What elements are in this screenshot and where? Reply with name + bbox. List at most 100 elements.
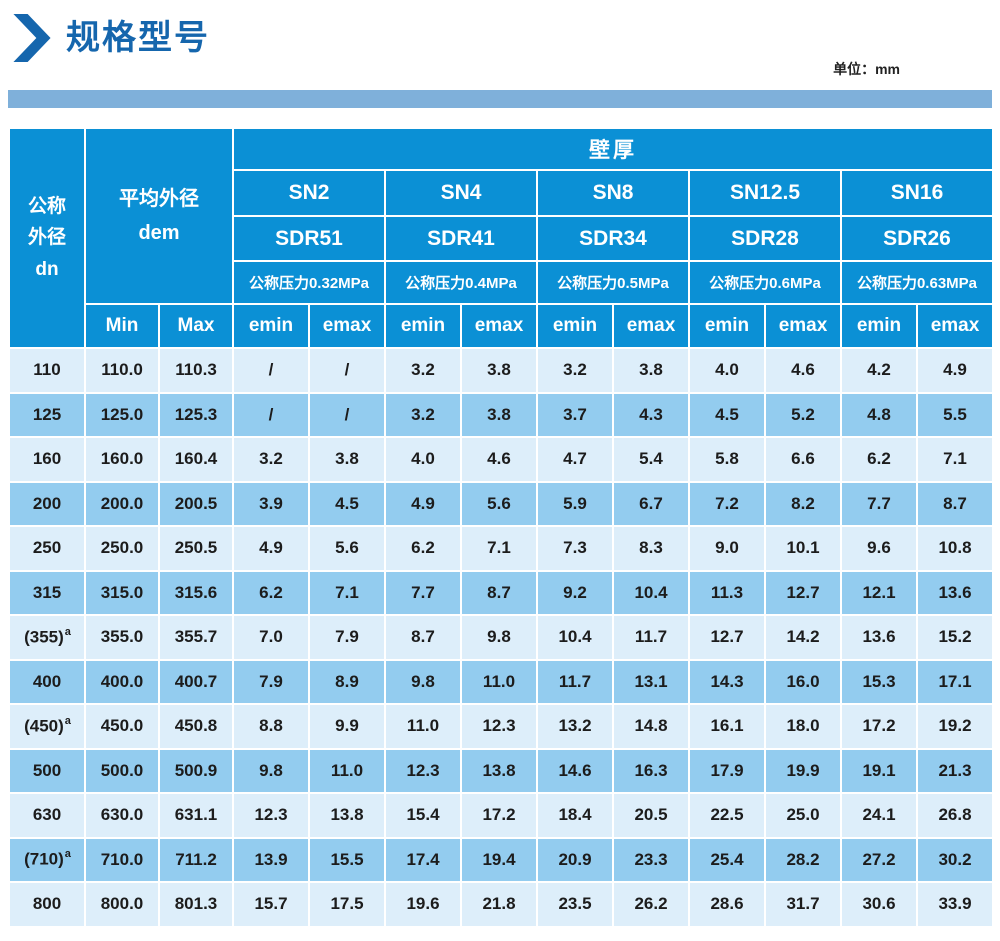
value-cell: 9.8	[384, 658, 462, 705]
value-cell: 17.1	[916, 658, 994, 705]
value-cell: 4.7	[536, 436, 614, 483]
value-cell: 7.1	[916, 436, 994, 483]
value-cell: 160.0	[84, 436, 160, 483]
dn-cell: 125	[8, 391, 86, 438]
col-header-pressure-3: 公称压力0.5MPa	[536, 260, 690, 305]
col-header-emin-2: emin	[384, 303, 462, 349]
col-header-pressure-1: 公称压力0.32MPa	[232, 260, 386, 305]
value-cell: 631.1	[158, 792, 234, 839]
value-cell: 21.3	[916, 747, 994, 794]
value-cell: 11.7	[536, 658, 614, 705]
table-row: 500 500.0 500.9 9.8 11.0 12.3 13.8 14.6 16.3 17.9…	[8, 747, 994, 794]
value-cell: 20.9	[536, 836, 614, 883]
col-header-sdr28: SDR28	[688, 215, 842, 262]
value-cell: 9.6	[840, 525, 918, 572]
value-cell: /	[232, 391, 310, 438]
value-cell: 11.3	[688, 569, 766, 616]
col-header-emax-3: emax	[612, 303, 690, 349]
col-header-emax-5: emax	[916, 303, 994, 349]
value-cell: 8.2	[764, 480, 842, 527]
table-row: 315 315.0 315.6 6.2 7.1 7.7 8.7 9.2 10.4 11.3 12.7…	[8, 569, 994, 616]
value-cell: 250.0	[84, 525, 160, 572]
value-cell: 19.2	[916, 703, 994, 750]
page-title: 规格型号	[66, 19, 210, 57]
value-cell: 31.7	[764, 881, 842, 928]
value-cell: 12.3	[460, 703, 538, 750]
value-cell: 13.8	[308, 792, 386, 839]
value-cell: 4.9	[232, 525, 310, 572]
value-cell: 18.0	[764, 703, 842, 750]
dn-label-line2: 外径	[27, 227, 66, 249]
value-cell: 26.2	[612, 881, 690, 928]
value-cell: 10.1	[764, 525, 842, 572]
table-row: (355)a 355.0 355.7 7.0 7.9 8.7 9.8 10.4 11.7 12.7…	[8, 614, 994, 661]
table-row: (710)a 710.0 711.2 13.9 15.5 17.4 19.4 20.9 23.3…	[8, 836, 994, 883]
value-cell: 315.0	[84, 569, 160, 616]
col-header-dem: 平均外径 dem	[84, 127, 234, 305]
value-cell: 4.0	[688, 347, 766, 394]
dn-label-line3: dn	[35, 258, 59, 280]
value-cell: 160.4	[158, 436, 234, 483]
value-cell: 33.9	[916, 881, 994, 928]
value-cell: 17.2	[460, 792, 538, 839]
value-cell: 9.2	[536, 569, 614, 616]
spec-table-header: 公称 外径 dn 平均外径 dem 壁厚 SN2 SN4 SN8 SN12.5 …	[8, 127, 994, 349]
value-cell: 200.5	[158, 480, 234, 527]
col-header-sn16: SN16	[840, 169, 994, 217]
dn-superscript: a	[64, 625, 71, 638]
unit-label: 单位：mm	[833, 61, 900, 77]
value-cell: 10.4	[612, 569, 690, 616]
col-header-emin-3: emin	[536, 303, 614, 349]
value-cell: 7.3	[536, 525, 614, 572]
divider-bar	[8, 90, 992, 108]
value-cell: 12.7	[688, 614, 766, 661]
value-cell: 6.2	[384, 525, 462, 572]
value-cell: 13.6	[840, 614, 918, 661]
value-cell: 19.4	[460, 836, 538, 883]
value-cell: /	[308, 391, 386, 438]
value-cell: 26.8	[916, 792, 994, 839]
value-cell: 16.3	[612, 747, 690, 794]
col-header-sdr34: SDR34	[536, 215, 690, 262]
col-header-emin-4: emin	[688, 303, 766, 349]
value-cell: 15.2	[916, 614, 994, 661]
table-row: 800 800.0 801.3 15.7 17.5 19.6 21.8 23.5 26.2 28.…	[8, 881, 994, 928]
table-row: 630 630.0 631.1 12.3 13.8 15.4 17.2 18.4 20.5 22.…	[8, 792, 994, 839]
value-cell: 21.8	[460, 881, 538, 928]
col-header-emin-1: emin	[232, 303, 310, 349]
value-cell: 6.7	[612, 480, 690, 527]
value-cell: 7.7	[840, 480, 918, 527]
value-cell: 110.0	[84, 347, 160, 394]
value-cell: 12.3	[232, 792, 310, 839]
value-cell: 30.6	[840, 881, 918, 928]
value-cell: 16.1	[688, 703, 766, 750]
value-cell: 11.7	[612, 614, 690, 661]
col-header-pressure-2: 公称压力0.4MPa	[384, 260, 538, 305]
col-header-sdr26: SDR26	[840, 215, 994, 262]
value-cell: 13.6	[916, 569, 994, 616]
value-cell: 24.1	[840, 792, 918, 839]
col-header-dn: 公称 外径 dn	[8, 127, 86, 349]
value-cell: 3.9	[232, 480, 310, 527]
value-cell: 3.8	[460, 391, 538, 438]
value-cell: 9.0	[688, 525, 766, 572]
value-cell: 14.2	[764, 614, 842, 661]
value-cell: 17.9	[688, 747, 766, 794]
value-cell: 3.8	[460, 347, 538, 394]
value-cell: 250.5	[158, 525, 234, 572]
value-cell: 4.9	[384, 480, 462, 527]
value-cell: 16.0	[764, 658, 842, 705]
value-cell: 125.3	[158, 391, 234, 438]
value-cell: 13.8	[460, 747, 538, 794]
value-cell: 8.7	[384, 614, 462, 661]
value-cell: 3.2	[384, 391, 462, 438]
chevron-right-icon	[13, 14, 51, 62]
value-cell: 355.7	[158, 614, 234, 661]
table-row: 125 125.0 125.3//3.2 3.8 3.7 4.3 4.5 5.2 4.8 5.5	[8, 391, 994, 438]
spec-table: 公称 外径 dn 平均外径 dem 壁厚 SN2 SN4 SN8 SN12.5 …	[8, 127, 994, 928]
value-cell: 5.6	[460, 480, 538, 527]
value-cell: 15.4	[384, 792, 462, 839]
col-header-pressure-5: 公称压力0.63MPa	[840, 260, 994, 305]
value-cell: 22.5	[688, 792, 766, 839]
